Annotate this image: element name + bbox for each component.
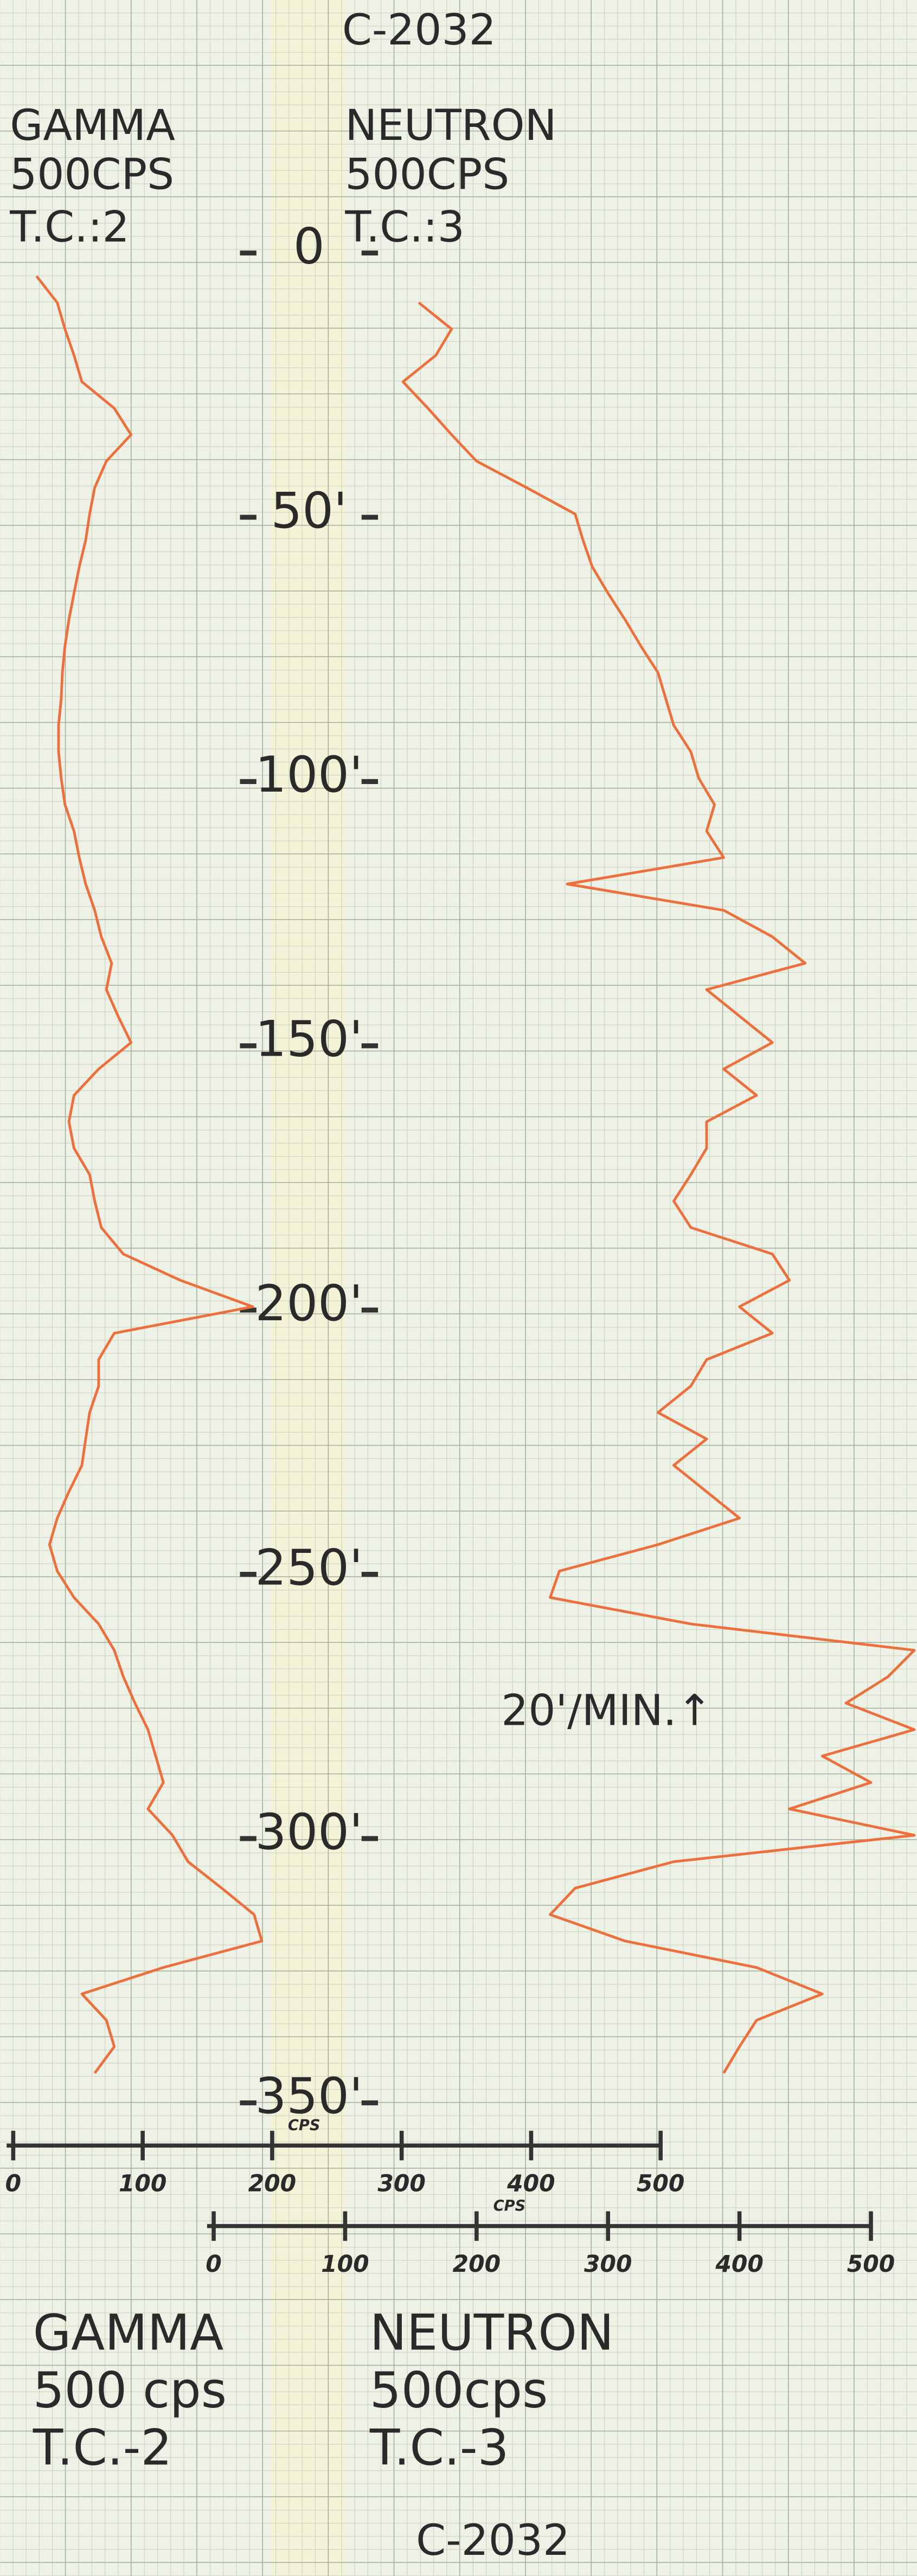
footer-title: C-2032 [416,2515,570,2565]
y-tick-label: 350' [255,2068,363,2125]
series-name: GAMMA [10,100,175,150]
x-tick-label: 400 [506,2170,555,2197]
x-tick-label: 300 [584,2251,632,2278]
footer-label: 500 cps [33,2362,227,2419]
title: C-2032 [342,5,496,55]
footer-label: GAMMA [33,2305,224,2362]
footer-label: T.C.-2 [33,2420,172,2477]
series-tc: T.C.:3 [344,202,465,252]
x-tick-label: 100 [321,2251,369,2278]
x-tick-label: 400 [715,2251,764,2278]
x-tick-label: 500 [847,2251,895,2278]
series-scale: 500CPS [10,150,174,200]
series-tc: T.C.:2 [9,202,130,252]
y-tick-label: 100' [255,747,363,804]
log-curve [401,301,916,2074]
y-tick-label: 150' [255,1011,363,1068]
y-tick-label: 300' [255,1804,363,1861]
footer-label: T.C.-3 [369,2420,509,2477]
x-axis-label: CPS [288,2117,320,2134]
x-axis-label: CPS [493,2198,526,2214]
x-tick-label: 100 [119,2170,167,2197]
footer-label: 500cps [370,2362,548,2419]
series-name: NEUTRON [345,100,556,150]
x-tick-label: 0 [5,2170,22,2197]
annotation: 20'/MIN.↑ [501,1686,713,1736]
x-tick-label: 300 [377,2170,426,2197]
x-tick-label: 0 [206,2251,222,2278]
y-tick-label: 250' [255,1539,363,1596]
log-curve [35,275,264,2074]
x-tick-label: 200 [248,2170,297,2197]
series-scale: 500CPS [345,150,509,200]
y-tick-label: 50' [271,483,347,539]
footer-label: NEUTRON [370,2305,614,2362]
y-tick-label: 0 [293,218,325,275]
x-tick-label: 500 [637,2170,685,2197]
x-tick-label: 200 [453,2251,501,2278]
y-tick-label: 200' [255,1275,363,1332]
